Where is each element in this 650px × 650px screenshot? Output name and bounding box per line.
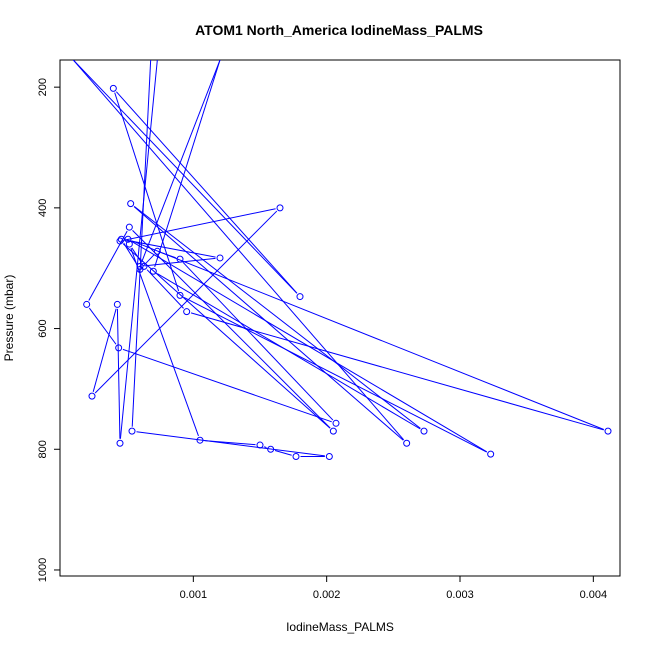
series-line — [72, 60, 605, 458]
series-segment — [122, 348, 332, 423]
series-segment — [133, 205, 421, 429]
series-segment — [141, 60, 221, 263]
series-points — [83, 84, 612, 461]
series-segment — [274, 450, 292, 456]
data-point — [296, 293, 304, 301]
series-segment — [114, 92, 180, 292]
series-segment — [131, 240, 605, 430]
data-point — [115, 344, 123, 352]
y-tick-label: 400 — [37, 199, 49, 217]
data-point — [149, 267, 157, 275]
series-segment — [131, 60, 152, 427]
data-point — [113, 300, 121, 308]
data-point — [216, 254, 224, 262]
series-segment — [115, 91, 298, 294]
data-point — [256, 441, 264, 449]
series-segment — [116, 308, 121, 439]
x-tick-label: 0.001 — [180, 589, 208, 601]
data-point — [116, 439, 124, 447]
data-point — [487, 450, 495, 458]
data-point — [125, 223, 133, 231]
series-segment — [190, 312, 604, 431]
x-tick-label: 0.004 — [580, 589, 608, 601]
data-point — [127, 200, 135, 208]
series-segment — [133, 206, 404, 441]
x-tick-label: 0.003 — [446, 589, 474, 601]
y-axis: 200 400 600 800 1000 — [37, 78, 61, 582]
series-segment — [130, 248, 199, 437]
series-segment — [154, 60, 221, 268]
data-point — [136, 262, 144, 270]
data-point — [332, 419, 340, 427]
series-segment — [146, 269, 184, 309]
data-point — [604, 427, 612, 435]
data-point — [88, 392, 96, 400]
series-segment — [94, 210, 278, 394]
x-tick-label: 0.002 — [313, 589, 341, 601]
series-segment — [88, 307, 117, 345]
series-segment — [263, 446, 267, 449]
series-segment — [182, 262, 334, 421]
data-point — [117, 235, 125, 243]
series-segment — [142, 254, 155, 267]
data-point — [325, 453, 333, 461]
data-point — [153, 247, 161, 255]
data-point — [267, 445, 275, 453]
data-point — [420, 427, 428, 435]
y-tick-label: 800 — [37, 440, 49, 458]
x-axis: 0.001 0.002 0.003 0.004 — [180, 575, 608, 601]
data-point — [176, 255, 184, 263]
data-point — [109, 84, 117, 92]
data-point — [176, 291, 184, 299]
data-point — [128, 427, 136, 435]
x-axis-label: IodineMass_PALMS — [286, 620, 394, 634]
series-segment — [92, 308, 117, 392]
series-segment — [183, 296, 487, 453]
data-point — [124, 235, 132, 243]
series-segment — [125, 239, 216, 258]
data-point — [83, 300, 91, 308]
plot-frame — [59, 59, 621, 577]
chart-title: ATOM1 North_America IodineMass_PALMS — [195, 22, 483, 38]
series-segment — [72, 60, 298, 294]
data-point — [183, 308, 191, 316]
data-point — [196, 436, 204, 444]
series-segment — [124, 208, 276, 241]
series-segment — [136, 431, 325, 457]
data-point — [292, 453, 300, 461]
series-segment — [131, 247, 142, 263]
data-point — [125, 240, 133, 248]
y-tick-label: 1000 — [37, 558, 49, 582]
series-segment — [88, 230, 128, 301]
data-point — [276, 204, 284, 212]
y-tick-label: 200 — [37, 78, 49, 96]
y-tick-label: 600 — [37, 319, 49, 337]
series-segment — [123, 243, 331, 429]
data-point — [140, 262, 148, 270]
series-segment — [72, 60, 405, 441]
data-point — [403, 439, 411, 447]
y-axis-label: Pressure (mbar) — [2, 275, 16, 362]
series-segment — [119, 60, 158, 439]
data-point — [329, 427, 337, 435]
data-point — [116, 237, 124, 245]
